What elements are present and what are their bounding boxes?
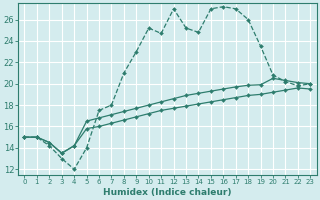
X-axis label: Humidex (Indice chaleur): Humidex (Indice chaleur) <box>103 188 232 197</box>
